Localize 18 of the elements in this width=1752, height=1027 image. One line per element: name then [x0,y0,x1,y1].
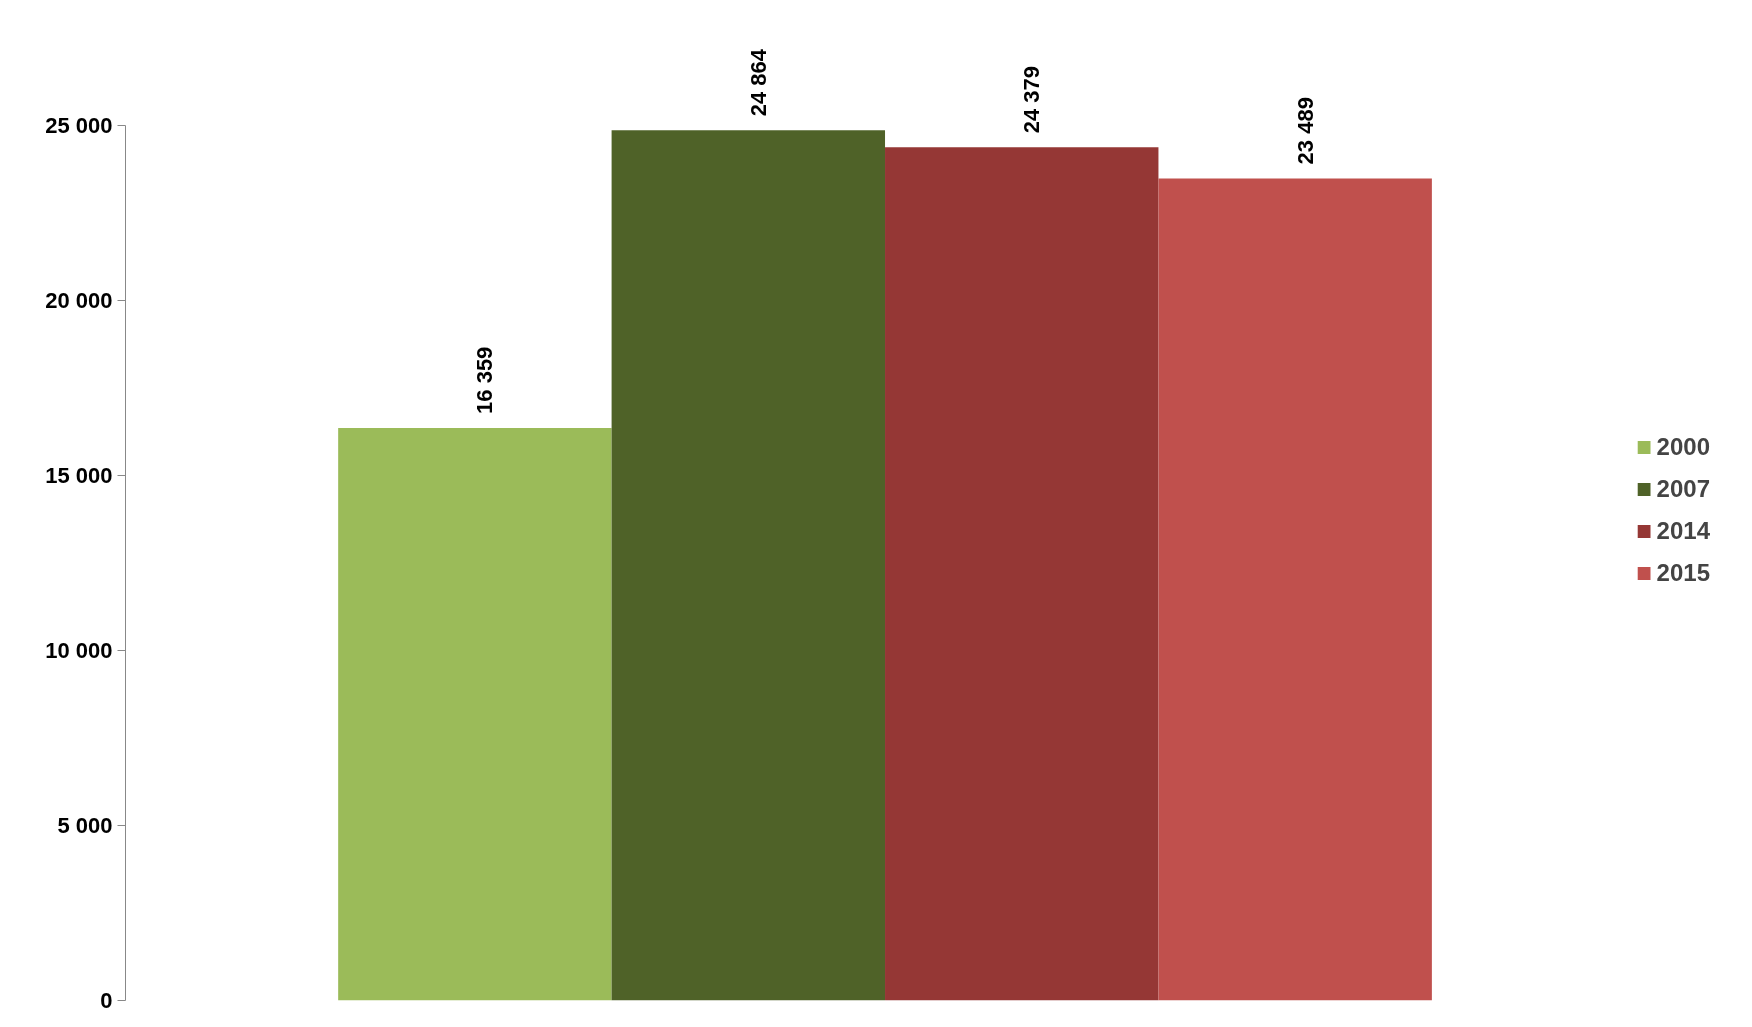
data-label: 23 489 [1292,97,1318,165]
y-tick-label: 0 [100,988,113,1013]
legend-label: 2007 [1656,475,1710,503]
bar [611,130,886,1001]
y-tick-label: 25 000 [45,113,113,138]
y-tick-label: 10 000 [45,638,113,663]
bar [338,427,612,1001]
legend-label: 2000 [1656,433,1710,461]
legend-label: 2014 [1656,517,1710,545]
bar [1158,178,1432,1001]
data-label: 16 359 [472,346,498,414]
bar [885,147,1159,1001]
y-tick-label: 15 000 [45,463,113,488]
y-tick-label: 5 000 [57,813,113,838]
y-tick-label: 20 000 [45,288,113,313]
legend-label: 2015 [1656,559,1710,587]
data-label: 24 864 [745,48,771,117]
data-label: 24 379 [1019,65,1045,134]
